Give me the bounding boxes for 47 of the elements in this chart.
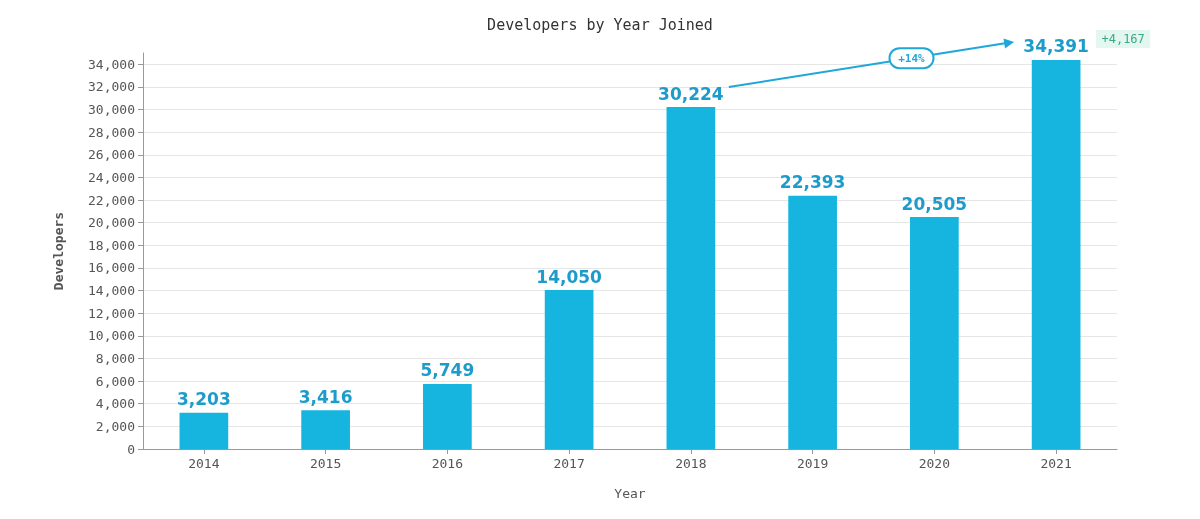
bar <box>301 410 350 449</box>
y-tick-label: 30,000 <box>88 102 135 118</box>
y-tick-label: 6,000 <box>95 373 135 389</box>
x-tick-label: 2019 <box>796 456 829 471</box>
y-tick-label: 20,000 <box>88 215 135 231</box>
x-tick-label: 2020 <box>918 456 951 471</box>
y-tick-label: 14,000 <box>88 283 135 299</box>
y-tick-label: 10,000 <box>88 328 135 344</box>
y-tick-label: 28,000 <box>88 124 135 140</box>
x-tick-label: 2017 <box>553 456 585 471</box>
data-label: 30,224 <box>658 83 724 104</box>
y-tick-label: 8,000 <box>95 350 135 366</box>
x-tick-label: 2014 <box>188 456 220 471</box>
x-tick-label: 2015 <box>309 456 342 471</box>
data-label: 3,416 <box>298 386 353 407</box>
data-label: 20,505 <box>901 193 968 214</box>
bar <box>423 383 472 449</box>
y-axis-title: Developers <box>51 211 66 291</box>
bar <box>910 217 959 449</box>
data-label: 34,391 <box>1023 36 1089 57</box>
y-tick-label: 4,000 <box>95 396 135 412</box>
data-label: 14,050 <box>536 266 603 287</box>
y-tick-label: 12,000 <box>88 305 135 321</box>
y-tick-label: 34,000 <box>88 56 135 72</box>
bar <box>544 290 594 449</box>
y-tick-label: 22,000 <box>88 192 135 208</box>
bar <box>788 195 837 449</box>
bar <box>1031 59 1081 449</box>
chart-title: Developers by Year Joined <box>487 15 713 34</box>
bar <box>179 412 229 449</box>
text: +4,167 <box>1101 31 1145 46</box>
y-tick-label: 16,000 <box>88 260 135 276</box>
bar <box>666 107 716 449</box>
data-label: 3,203 <box>176 389 231 410</box>
data-label: 22,393 <box>779 172 846 193</box>
x-tick-label: 2021 <box>1040 456 1072 471</box>
y-tick-label: 18,000 <box>88 237 135 253</box>
y-tick-label: 26,000 <box>88 147 135 163</box>
annotation: +14% <box>898 51 926 65</box>
y-tick-label: 2,000 <box>95 418 135 434</box>
x-axis-title: Year <box>614 486 646 501</box>
data-label: 5,749 <box>420 360 475 381</box>
y-tick-label: 24,000 <box>88 169 135 185</box>
y-tick-label: 32,000 <box>88 79 135 95</box>
x-tick-label: 2016 <box>431 456 464 471</box>
y-tick-label: 0 <box>127 441 135 457</box>
x-tick-label: 2018 <box>675 456 707 471</box>
